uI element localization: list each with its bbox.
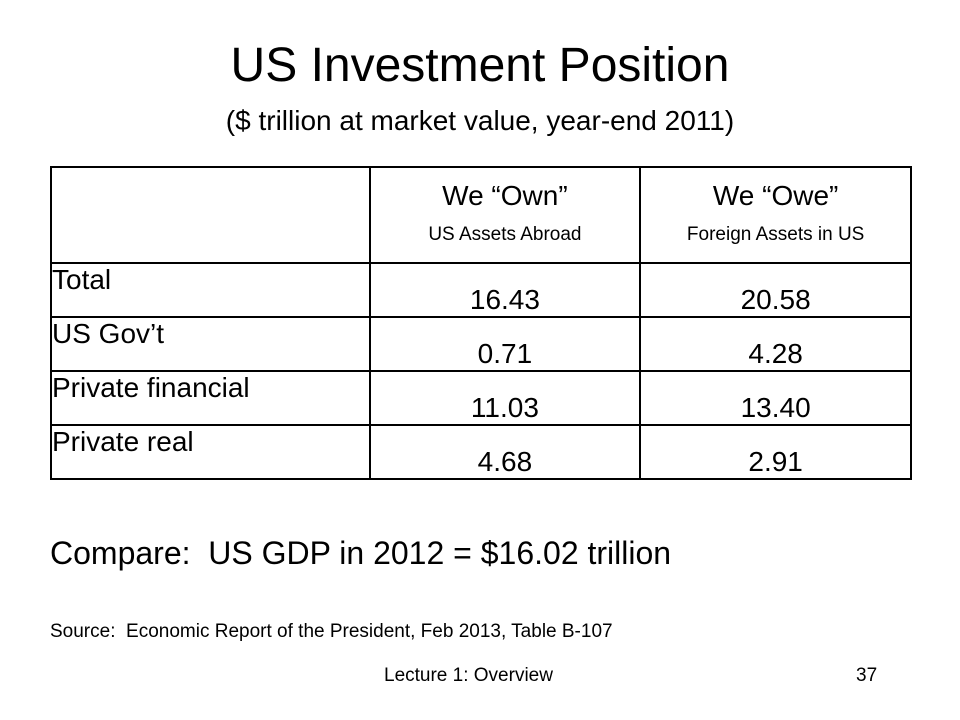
cell-owe-us-govt: 4.28 xyxy=(639,316,912,372)
header-we-own-sublabel: US Assets Abroad xyxy=(428,224,582,245)
header-we-owe-sublabel: Foreign Assets in US xyxy=(686,224,865,245)
slide-subtitle: ($ trillion at market value, year-end 20… xyxy=(225,105,735,136)
header-we-owe-label: We “Owe” xyxy=(712,180,839,211)
header-we-own: We “Own” US Assets Abroad xyxy=(368,166,642,264)
cell-owe-total: 20.58 xyxy=(639,262,912,318)
table-header-row: We “Own” US Assets Abroad We “Owe” Forei… xyxy=(50,166,912,264)
cell-owe-private-real: 2.91 xyxy=(639,424,912,480)
row-label-private-real: Private real xyxy=(50,424,371,480)
table-row-total: Total 16.43 20.58 xyxy=(50,262,912,318)
footer-lecture-title: Lecture 1: Overview xyxy=(384,665,553,686)
cell-own-total: 16.43 xyxy=(368,262,642,318)
cell-own-private-real: 4.68 xyxy=(368,424,642,480)
row-label-us-govt: US Gov’t xyxy=(50,316,371,372)
slide-title: US Investment Position xyxy=(230,39,730,92)
investment-position-table: We “Own” US Assets Abroad We “Owe” Forei… xyxy=(50,166,912,480)
row-label-private-financial: Private financial xyxy=(50,370,371,426)
source-citation: Source: Economic Report of the President… xyxy=(50,621,613,642)
cell-own-us-govt: 0.71 xyxy=(368,316,642,372)
header-we-own-label: We “Own” xyxy=(442,180,568,211)
row-label-total: Total xyxy=(50,262,371,318)
footer-page-number: 37 xyxy=(856,665,878,686)
table-row-private-real: Private real 4.68 2.91 xyxy=(50,424,912,480)
header-we-owe: We “Owe” Foreign Assets in US xyxy=(639,166,912,264)
header-empty-cell xyxy=(50,166,371,264)
cell-owe-private-financial: 13.40 xyxy=(639,370,912,426)
table-row-private-financial: Private financial 11.03 13.40 xyxy=(50,370,912,426)
gdp-comparison-text: Compare: US GDP in 2012 = $16.02 trillio… xyxy=(50,535,672,571)
cell-own-private-financial: 11.03 xyxy=(368,370,642,426)
table-row-us-govt: US Gov’t 0.71 4.28 xyxy=(50,316,912,372)
